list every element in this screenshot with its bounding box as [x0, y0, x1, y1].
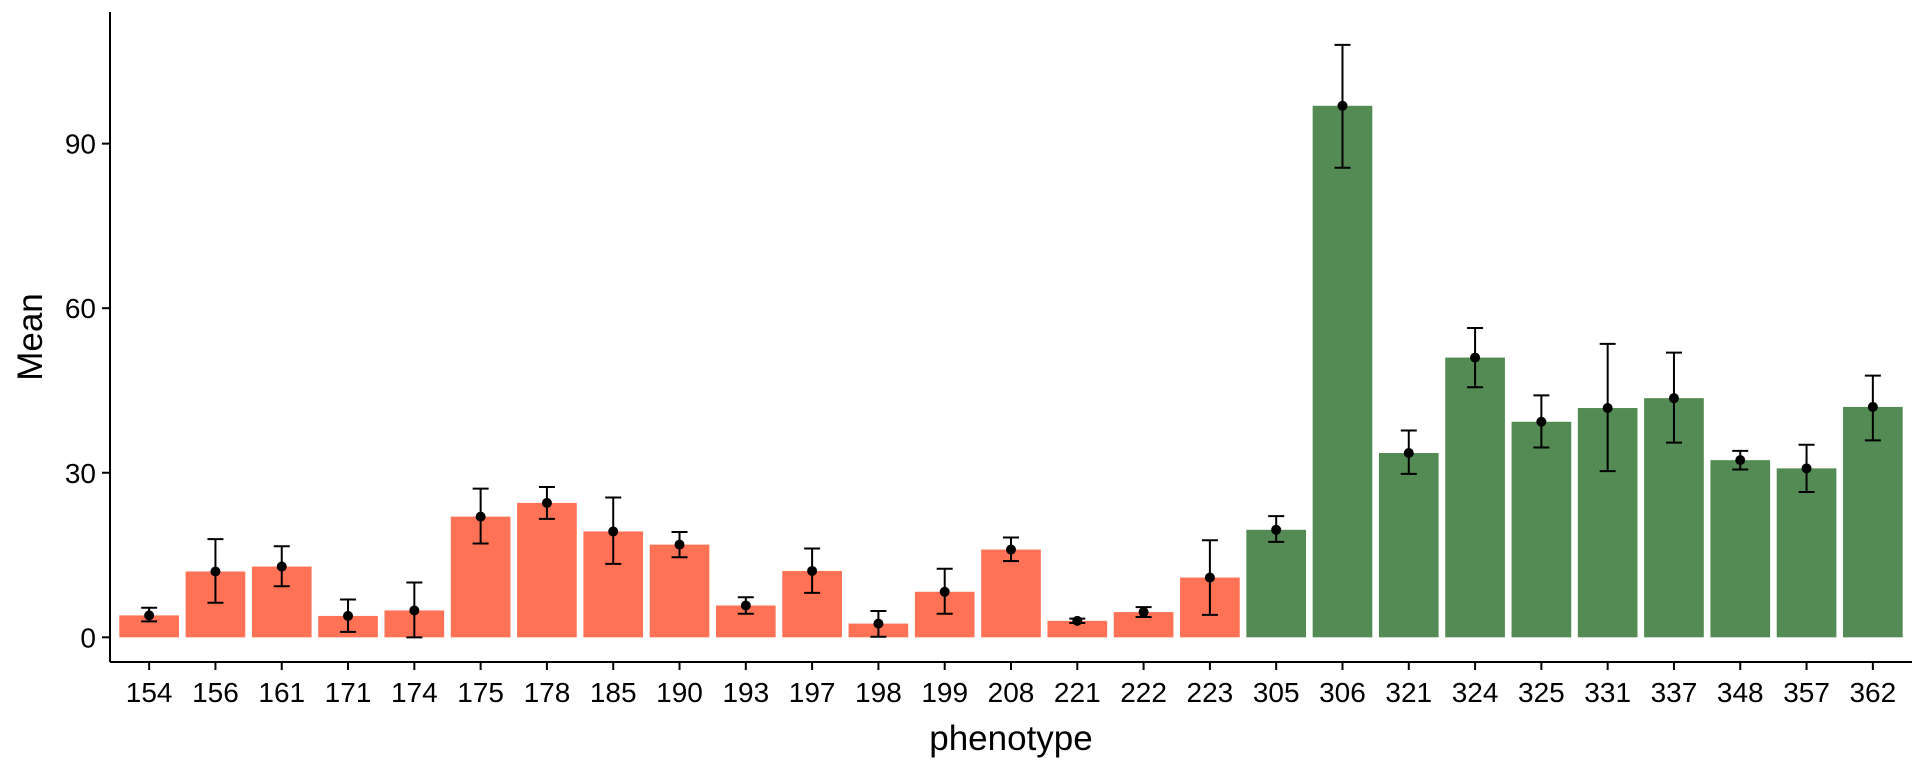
- x-tick-label-185: 185: [590, 677, 637, 708]
- x-tick-label-357: 357: [1783, 677, 1830, 708]
- x-tick-label-331: 331: [1584, 677, 1631, 708]
- x-tick-label-348: 348: [1717, 677, 1764, 708]
- bar-357: [1776, 468, 1837, 638]
- x-ticks: 154 156 161 171 174 175 178 185 190 193 197 198 199 2…: [126, 662, 1896, 708]
- mean-point-190: [674, 539, 685, 550]
- mean-point-357: [1801, 463, 1812, 474]
- bar-305: [1246, 529, 1307, 638]
- x-tick-label-362: 362: [1849, 677, 1896, 708]
- mean-point-222: [1138, 607, 1149, 618]
- x-tick-label-193: 193: [722, 677, 769, 708]
- x-tick-label-221: 221: [1054, 677, 1101, 708]
- mean-point-193: [740, 600, 751, 611]
- bar-362: [1843, 406, 1903, 638]
- x-tick-label-325: 325: [1518, 677, 1565, 708]
- mean-point-337: [1668, 393, 1679, 404]
- mean-point-208: [1006, 544, 1016, 555]
- bars-layer: [119, 105, 1903, 638]
- x-tick-label-208: 208: [988, 677, 1035, 708]
- mean-point-321: [1403, 448, 1414, 459]
- x-tick-label-171: 171: [325, 677, 372, 708]
- x-tick-label-197: 197: [789, 677, 836, 708]
- mean-point-324: [1470, 352, 1481, 363]
- mean-point-174: [409, 605, 420, 616]
- x-tick-label-178: 178: [524, 677, 571, 708]
- y-tick-label-30: 30: [65, 458, 96, 489]
- x-tick-label-306: 306: [1319, 677, 1366, 708]
- bar-154: [119, 615, 179, 638]
- y-tick-label-90: 90: [65, 129, 96, 160]
- mean-point-154: [144, 610, 155, 621]
- mean-point-325: [1536, 416, 1547, 427]
- bar-348: [1710, 460, 1771, 638]
- x-tick-label-321: 321: [1385, 677, 1432, 708]
- bar-321: [1378, 453, 1439, 638]
- x-tick-label-199: 199: [921, 677, 968, 708]
- mean-point-156: [210, 566, 221, 577]
- x-tick-label-222: 222: [1120, 677, 1167, 708]
- x-tick-label-337: 337: [1651, 677, 1698, 708]
- mean-point-178: [541, 497, 552, 508]
- bar-306: [1312, 105, 1373, 638]
- x-tick-label-223: 223: [1187, 677, 1234, 708]
- mean-point-175: [475, 511, 486, 522]
- mean-point-197: [807, 565, 818, 576]
- bar-190: [649, 544, 710, 638]
- mean-point-305: [1271, 524, 1282, 535]
- y-tick-label-0: 0: [80, 622, 96, 653]
- y-tick-label-60: 60: [65, 293, 96, 324]
- x-tick-label-154: 154: [126, 677, 173, 708]
- bar-208: [981, 549, 1041, 638]
- mean-point-198: [873, 618, 884, 629]
- mean-point-185: [608, 526, 619, 537]
- mean-point-161: [276, 561, 287, 572]
- mean-point-331: [1602, 403, 1613, 414]
- bar-324: [1445, 357, 1505, 638]
- bar-178: [517, 502, 577, 638]
- x-tick-label-175: 175: [457, 677, 504, 708]
- mean-point-199: [939, 586, 950, 597]
- mean-point-171: [343, 610, 354, 621]
- x-tick-label-198: 198: [855, 677, 902, 708]
- x-tick-label-156: 156: [192, 677, 239, 708]
- mean-point-362: [1867, 401, 1878, 412]
- x-tick-label-324: 324: [1452, 677, 1499, 708]
- bar-221: [1047, 620, 1108, 638]
- x-tick-label-305: 305: [1253, 677, 1300, 708]
- x-axis-title: phenotype: [929, 719, 1092, 758]
- y-axis-title: Mean: [11, 293, 50, 381]
- mean-points-layer: [144, 100, 1878, 629]
- y-ticks: 0 30 60 90: [65, 129, 110, 653]
- x-tick-label-174: 174: [391, 677, 438, 708]
- mean-point-223: [1204, 572, 1215, 583]
- mean-point-348: [1735, 455, 1746, 466]
- x-tick-label-161: 161: [258, 677, 305, 708]
- mean-point-221: [1072, 615, 1083, 626]
- bar-325: [1511, 421, 1572, 638]
- mean-point-306: [1337, 100, 1348, 111]
- x-tick-label-190: 190: [656, 677, 703, 708]
